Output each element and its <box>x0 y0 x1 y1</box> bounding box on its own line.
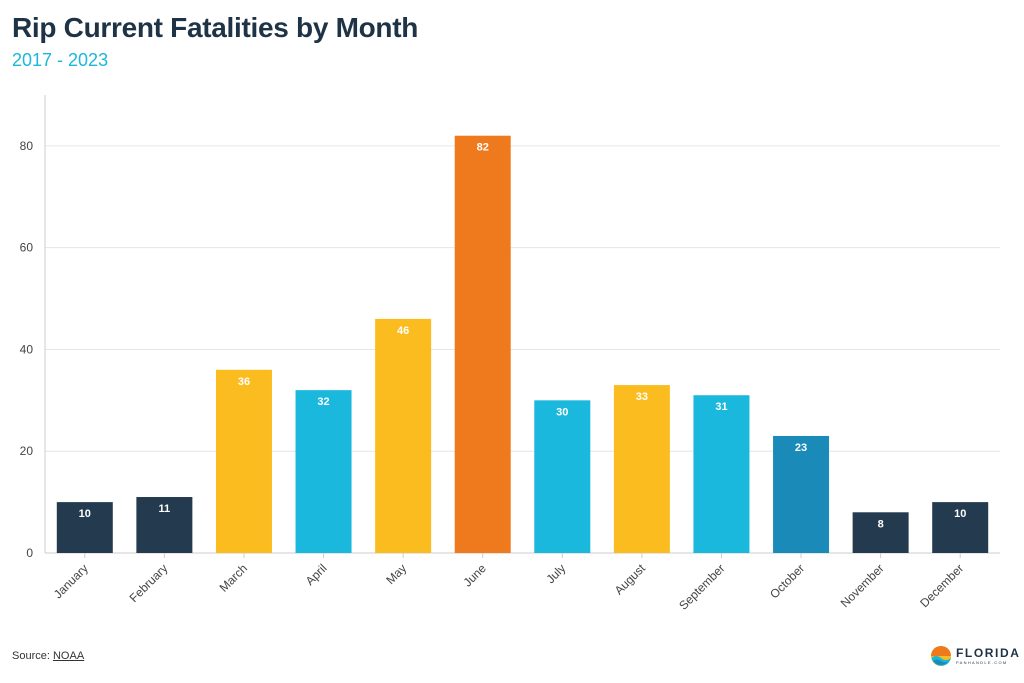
bar <box>375 318 432 553</box>
bar <box>852 512 909 553</box>
x-tick-label: November <box>838 561 887 610</box>
data-label: 10 <box>79 508 91 520</box>
logo-subword: PANHANDLE.COM <box>956 660 1008 665</box>
data-label: 36 <box>238 376 250 388</box>
data-label: 23 <box>795 442 807 454</box>
y-tick-label: 0 <box>26 546 33 560</box>
y-tick-label: 20 <box>20 444 34 458</box>
bar <box>295 390 352 553</box>
chart-subtitle: 2017 - 2023 <box>12 50 109 70</box>
data-label: 46 <box>397 325 409 337</box>
chart-title: Rip Current Fatalities by Month <box>12 12 419 43</box>
logo-word: FLORIDA <box>956 646 1021 660</box>
x-tick-label: March <box>217 561 250 594</box>
source-link[interactable]: NOAA <box>52 650 85 662</box>
x-tick-label: January <box>51 561 91 601</box>
bar <box>454 135 511 553</box>
data-label: 31 <box>715 401 727 413</box>
data-label: 10 <box>954 508 966 520</box>
x-tick-label: June <box>461 561 490 590</box>
bar-chart: 0 20 40 60 80 10 January 11 February 36 March 32 Apr… <box>20 95 1000 613</box>
x-tick-label: September <box>676 561 727 612</box>
florida-panhandle-logo[interactable]: FLORIDA PANHANDLE.COM <box>930 645 1021 667</box>
x-tick-label: April <box>303 561 330 588</box>
x-tick-label: February <box>127 561 171 605</box>
bar <box>56 502 113 553</box>
source-label: Source: <box>12 650 50 662</box>
bar <box>613 385 670 553</box>
y-tick-label: 60 <box>20 241 34 255</box>
data-label: 82 <box>477 142 489 154</box>
bar <box>932 502 989 553</box>
data-label: 8 <box>878 518 884 530</box>
data-label: 30 <box>556 406 568 418</box>
bar <box>215 369 272 553</box>
bar <box>136 497 193 553</box>
x-tick-label: August <box>612 561 649 598</box>
bar <box>534 400 591 553</box>
source-note: Source: NOAA <box>12 650 84 662</box>
y-tick-label: 40 <box>20 342 34 356</box>
bar <box>773 435 830 553</box>
sun-wave-logo-icon <box>931 646 951 666</box>
data-label: 33 <box>636 391 648 403</box>
y-tick-label: 80 <box>20 139 34 153</box>
x-tick-label: May <box>383 561 409 587</box>
x-tick-label: December <box>917 561 966 610</box>
bar <box>693 395 750 553</box>
data-label: 11 <box>159 503 171 515</box>
x-tick-label: July <box>543 561 568 586</box>
data-label: 32 <box>317 396 329 408</box>
x-tick-label: October <box>767 561 807 601</box>
